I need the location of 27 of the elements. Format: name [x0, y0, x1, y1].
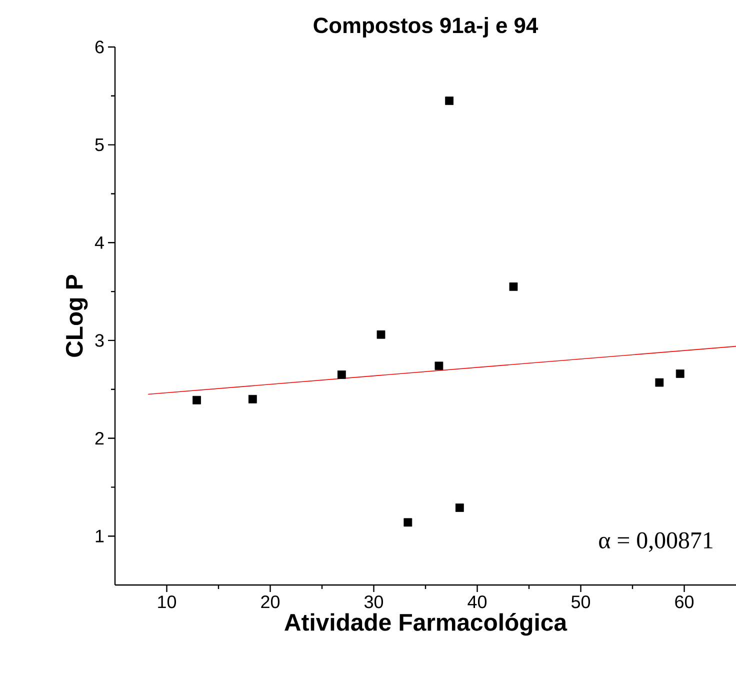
y-axis-title: CLog P [66, 274, 88, 357]
x-tick-label: 20 [261, 596, 280, 608]
point [434, 362, 444, 370]
x-tick-label: 10 [158, 596, 176, 608]
y-tick-label: 4 [94, 236, 104, 249]
point [376, 330, 386, 339]
y-tick-label: 6 [95, 40, 104, 54]
point [509, 282, 518, 291]
point [676, 370, 684, 378]
chart-title: Compostos 91a-j e 94 [314, 17, 538, 38]
y-tick-label: 2 [95, 432, 104, 445]
point [655, 378, 664, 387]
x-tick-label: 60 [675, 596, 694, 608]
point [455, 504, 464, 512]
annotation: α = 0,00871 [599, 532, 712, 552]
point [192, 396, 201, 404]
point [445, 96, 454, 105]
y-tick-label: 3 [95, 334, 104, 347]
point [404, 518, 412, 527]
point [337, 370, 346, 379]
x-tick-label: 30 [364, 596, 384, 608]
point [248, 394, 257, 404]
x-tick-label: 40 [468, 596, 487, 608]
y-tick-label: 5 [95, 138, 104, 152]
y-tick-label: 1 [96, 530, 104, 542]
x-axis-title: Atividade Farmacológica [284, 613, 568, 636]
x-tick-label: 50 [572, 596, 590, 608]
